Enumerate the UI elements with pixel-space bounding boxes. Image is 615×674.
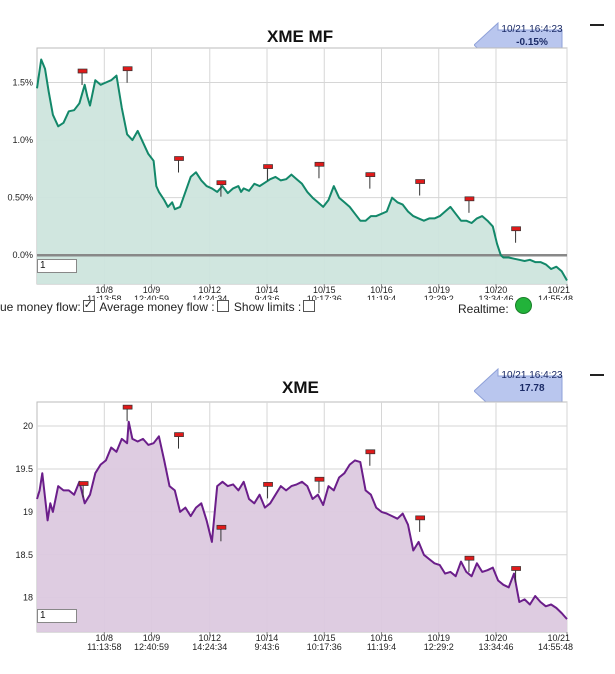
- x-tick-time: 9:43:6: [255, 642, 280, 652]
- x-tick-time: 14:24:34: [192, 642, 227, 652]
- x-tick-date: 10/20: [485, 633, 508, 643]
- average-money-flow-checkbox[interactable]: [216, 300, 229, 312]
- chart-price-plot: 20 19.5 19 18.5 18 10/811:13:58 10/912:40:59 10…: [15, 401, 573, 652]
- y-tick-label: 19.5: [15, 464, 33, 474]
- x-tick-time: 10:17:36: [307, 294, 342, 300]
- event-marker: [174, 432, 184, 437]
- x-tick-time: 12:40:59: [134, 294, 169, 300]
- minimize-button-price[interactable]: [590, 374, 604, 376]
- series-area: [37, 421, 567, 632]
- event-marker: [415, 515, 426, 521]
- chart-controls: ue money flow: Average money flow : Show…: [0, 298, 560, 318]
- x-tick-date: 10/16: [370, 633, 393, 643]
- x-tick-date: 10/8: [96, 633, 114, 643]
- series-line: [36, 58, 568, 281]
- event-marker: [415, 179, 426, 184]
- x-tick-date: 10/14: [256, 633, 279, 643]
- y-tick-label: 1.5%: [12, 78, 33, 88]
- x-tick-date: 10/15: [313, 285, 336, 295]
- value-money-flow-checkbox[interactable]: [82, 298, 95, 312]
- x-tick-time: 14:55:48: [538, 294, 573, 300]
- event-marker: [464, 196, 475, 202]
- event-marker: [78, 481, 89, 486]
- event-marker: [263, 164, 273, 169]
- x-tick-time: 12:40:59: [134, 642, 169, 652]
- x-tick-time: 12:29:2: [424, 642, 454, 652]
- x-tick-time: 13:34:46: [478, 642, 513, 652]
- x-tick-time: 9:43:6: [255, 294, 280, 300]
- x-tick-date: 10/12: [199, 285, 222, 295]
- y-tick-label: 19: [23, 507, 33, 517]
- x-tick-date: 10/12: [199, 633, 222, 643]
- range-input-mf[interactable]: 1: [37, 259, 77, 273]
- x-tick-time: 11:13:58: [87, 642, 121, 652]
- range-input-price[interactable]: 1: [37, 609, 77, 623]
- chart-mf-plot: 1.5% 1.0% 0.50% 0.0% 10/811:13:58 10/912:40:5…: [7, 47, 573, 300]
- event-marker: [122, 404, 133, 410]
- x-tick-time: 14:55:48: [538, 642, 573, 652]
- average-money-flow-label: Average money flow :: [99, 300, 215, 314]
- y-tick-label: 1.0%: [12, 135, 33, 145]
- event-marker: [511, 226, 521, 232]
- y-tick-label: 18.5: [15, 550, 33, 560]
- show-limits-label: Show limits :: [233, 300, 302, 314]
- x-tick-time: 10:17:36: [307, 642, 342, 652]
- event-marker: [216, 180, 227, 186]
- event-marker: [314, 161, 325, 167]
- x-tick-date: 10/14: [256, 285, 279, 295]
- value-money-flow-label: ue money flow:: [0, 300, 81, 314]
- x-tick-date: 10/15: [313, 633, 336, 643]
- x-tick-date: 10/9: [143, 285, 161, 295]
- x-tick-date: 10/19: [427, 285, 450, 295]
- event-marker: [365, 449, 376, 455]
- chart-title-price: XME: [282, 378, 319, 397]
- x-tick-date: 10/20: [485, 285, 508, 295]
- x-tick-time: 11:19:4: [367, 642, 396, 652]
- chart-title-mf: XME MF: [267, 27, 334, 46]
- show-limits-checkbox[interactable]: [303, 300, 316, 312]
- x-tick-time: 13:34:46: [478, 294, 513, 300]
- event-marker: [365, 172, 376, 177]
- x-tick-date: 10/19: [427, 633, 450, 643]
- event-marker: [263, 482, 273, 487]
- series-area: [37, 59, 567, 284]
- x-tick-time: 14:24:34: [192, 294, 227, 300]
- event-marker: [511, 566, 521, 571]
- x-tick-time: 12:29:2: [424, 294, 454, 300]
- realtime-status-icon[interactable]: [515, 297, 532, 314]
- event-marker: [464, 555, 475, 561]
- series-line: [36, 420, 568, 620]
- x-tick-date: 10/8: [96, 285, 114, 295]
- badge-time-price: 10/21 16:4:23: [501, 370, 563, 381]
- event-marker: [216, 524, 227, 530]
- badge-value-mf: -0.15%: [516, 37, 548, 48]
- badge-value-price: 17.78: [519, 383, 545, 394]
- event-marker: [122, 66, 133, 72]
- realtime-label: Realtime:: [458, 302, 509, 316]
- x-tick-time: 11:13:58: [87, 294, 121, 300]
- minimize-button-mf[interactable]: [590, 24, 604, 26]
- y-tick-label: 0.0%: [12, 250, 33, 260]
- x-tick-date: 10/9: [143, 633, 161, 643]
- y-tick-label: 20: [23, 421, 33, 431]
- x-tick-date: 10/21: [547, 285, 570, 295]
- x-tick-time: 11:19:4: [367, 294, 396, 300]
- badge-time-mf: 10/21 16:4:23: [501, 24, 563, 35]
- y-tick-label: 18: [23, 593, 33, 603]
- x-tick-date: 10/21: [547, 633, 570, 643]
- event-marker: [314, 476, 325, 482]
- x-tick-date: 10/16: [370, 285, 393, 295]
- y-tick-label: 0.50%: [7, 193, 33, 203]
- event-marker: [174, 156, 184, 161]
- event-marker: [77, 68, 88, 74]
